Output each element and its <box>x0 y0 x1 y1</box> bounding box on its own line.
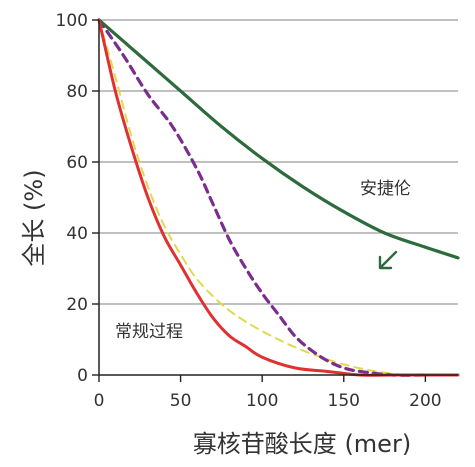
arrow-annotation <box>378 250 398 270</box>
x-tick-label: 150 <box>328 391 360 411</box>
arrow-head <box>378 255 393 270</box>
series-line-purple-dashed <box>97 18 427 377</box>
y-tick-label: 60 <box>66 153 88 173</box>
y-axis-title: 全长 (%) <box>20 169 48 266</box>
y-tick-label: 0 <box>77 366 88 386</box>
labels: 寡核苷酸长度 (mer) 全长 (%) 安捷伦 常规过程 0 20 40 60 80 10… <box>20 11 442 458</box>
x-tick-label: 100 <box>246 391 278 411</box>
x-tick-label: 200 <box>409 391 441 411</box>
annotation-conventional: 常规过程 <box>115 322 183 342</box>
arrow-shaft <box>380 250 398 268</box>
y-tick-label: 80 <box>66 82 88 102</box>
y-tick-label: 100 <box>56 11 88 31</box>
annotation-agilent: 安捷伦 <box>360 179 411 199</box>
axes <box>92 19 458 382</box>
series-line-yellow-dashed <box>98 19 443 377</box>
y-tick-label: 20 <box>66 295 88 315</box>
x-tick-label: 0 <box>94 391 105 411</box>
y-tick-label: 40 <box>66 224 88 244</box>
series-line-agilent <box>97 18 460 260</box>
x-axis-title: 寡核苷酸长度 (mer) <box>193 430 411 458</box>
x-tick-label: 50 <box>170 391 192 411</box>
grid <box>99 19 458 305</box>
